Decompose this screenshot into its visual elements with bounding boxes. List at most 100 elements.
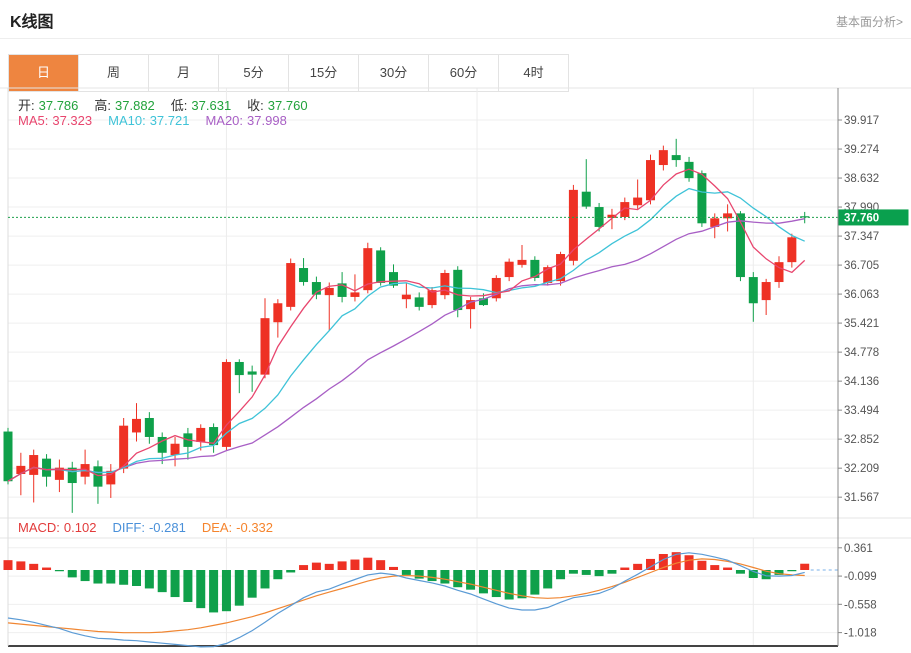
- macd-bar: [54, 570, 64, 572]
- ohlc-bar-label-3: 收:: [247, 98, 264, 113]
- macd-bar-label-0: MACD:: [18, 520, 60, 535]
- main-axis-label: 32.209: [844, 463, 879, 475]
- candle-body: [440, 272, 450, 296]
- macd-bar: [247, 570, 257, 598]
- candle-body: [633, 197, 643, 206]
- candle-body: [427, 290, 437, 306]
- candle-body: [260, 318, 270, 375]
- macd-bar: [286, 570, 296, 573]
- macd-bar: [800, 563, 810, 570]
- candle-body: [594, 207, 604, 227]
- tab-month[interactable]: 月: [149, 55, 219, 91]
- macd-bar: [568, 570, 578, 574]
- dea-line: [7, 558, 805, 634]
- macd-bar: [132, 570, 141, 586]
- macd-bar: [29, 563, 39, 570]
- tab-4hour[interactable]: 4时: [499, 55, 568, 91]
- macd-bar: [170, 570, 180, 598]
- macd-bar: [234, 570, 244, 606]
- candle-body: [132, 418, 141, 433]
- macd-bar: [440, 570, 450, 584]
- macd-bar: [633, 563, 643, 570]
- macd-bar: [774, 570, 784, 575]
- current-price-tag-value: 37.760: [844, 212, 879, 224]
- candle-body: [646, 160, 655, 201]
- ma5-line: [7, 168, 806, 482]
- macd-bar: [273, 570, 283, 580]
- header-divider: [0, 38, 911, 39]
- macd-bar: [671, 552, 681, 570]
- macd-bar: [376, 560, 386, 570]
- macd-plot-area[interactable]: [8, 538, 838, 646]
- candle-body: [684, 161, 694, 179]
- macd-bar-value-1: -0.281: [148, 520, 186, 535]
- fundamental-analysis-link[interactable]: 基本面分析>: [835, 15, 903, 29]
- tab-day[interactable]: 日: [9, 55, 79, 91]
- macd-bar: [453, 570, 463, 588]
- ma-bar-label-2: MA20:: [205, 113, 244, 128]
- tab-60min[interactable]: 60分: [429, 55, 499, 91]
- macd-axis-label: -0.558: [844, 599, 877, 611]
- macd-bar: [684, 555, 694, 570]
- candle-body: [42, 458, 52, 477]
- candle-body: [196, 427, 206, 442]
- macd-bar: [466, 570, 476, 590]
- candle-body: [414, 297, 424, 307]
- candle-body: [491, 277, 501, 299]
- macd-bar: [735, 570, 745, 574]
- macd-bar: [119, 570, 129, 585]
- candle-body: [376, 250, 386, 283]
- main-axis-label: 33.494: [844, 405, 880, 417]
- macd-bar: [748, 570, 758, 578]
- candle-body: [607, 214, 617, 218]
- ma-bar-label-1: MA10:: [108, 113, 146, 128]
- candle-body: [517, 259, 527, 265]
- candle-body: [556, 254, 566, 282]
- main-plot-area[interactable]: [8, 88, 838, 518]
- tab-30min[interactable]: 30分: [359, 55, 429, 91]
- ohlc-bar-label-1: 高:: [94, 98, 112, 113]
- candle-body: [620, 202, 630, 217]
- macd-bar: [67, 570, 77, 578]
- candle-body: [389, 272, 398, 286]
- macd-bar: [93, 570, 103, 584]
- macd-bar: [16, 561, 26, 570]
- main-axis-label: 32.852: [844, 434, 879, 446]
- candle-body: [247, 371, 257, 375]
- ohlc-bar-value-2: 37.631: [191, 98, 232, 113]
- candle-body: [530, 259, 540, 278]
- candle-body: [581, 191, 591, 207]
- macd-bar: [607, 570, 617, 574]
- ohlc-bar-label-0: 开:: [18, 98, 35, 113]
- macd-bar: [414, 570, 424, 579]
- ma-bar-value-1: 37.721: [149, 113, 190, 128]
- interval-tab-bar: 日周月 5分 15分 30分 60分 4时: [8, 54, 569, 92]
- candle-body: [170, 443, 180, 456]
- candle-body: [401, 294, 411, 300]
- macd-bar: [350, 559, 360, 570]
- macd-bar: [42, 567, 52, 570]
- candle-body: [337, 283, 347, 297]
- macd-bar: [581, 570, 591, 575]
- macd-bar: [157, 570, 167, 593]
- candle-body: [234, 361, 244, 376]
- candle-body: [761, 282, 771, 301]
- ma20-line: [7, 218, 805, 482]
- macd-bar: [697, 560, 707, 570]
- candle-body: [3, 431, 13, 482]
- ma-bar-label-0: MA5:: [18, 113, 49, 128]
- macd-bar: [260, 570, 270, 589]
- macd-bar: [543, 570, 553, 589]
- macd-bar: [504, 570, 514, 600]
- candle-body: [800, 216, 810, 218]
- tab-week[interactable]: 周: [79, 55, 149, 91]
- main-axis-label: 31.567: [844, 492, 879, 504]
- macd-readout-bar: MACD: 0.102 DIFF: -0.281 DEA: -0.332: [18, 520, 289, 535]
- tab-5min[interactable]: 5分: [219, 55, 289, 91]
- macd-bar: [106, 570, 116, 584]
- tab-15min[interactable]: 15分: [289, 55, 359, 91]
- main-axis-label: 38.632: [844, 173, 879, 185]
- macd-bar: [556, 570, 566, 580]
- macd-axis-label: 0.361: [844, 543, 873, 555]
